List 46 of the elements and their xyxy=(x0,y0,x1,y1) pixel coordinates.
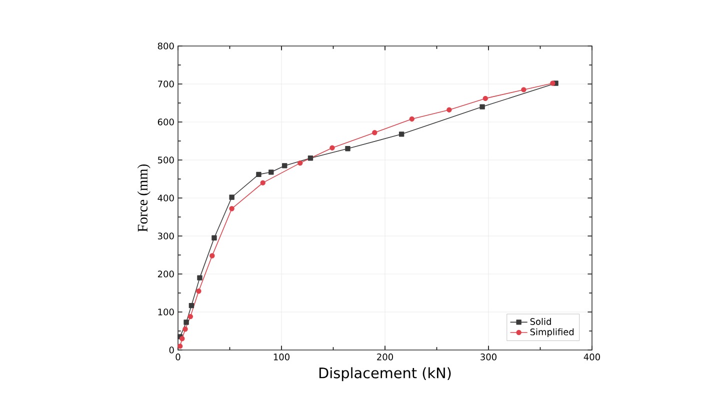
point xyxy=(268,170,274,175)
point xyxy=(345,146,350,152)
point xyxy=(372,130,378,136)
y-tick-label: 200 xyxy=(158,270,174,278)
x-tick-label: 100 xyxy=(274,354,290,360)
point xyxy=(409,116,415,122)
point xyxy=(282,163,288,168)
y-tick-label: 500 xyxy=(158,156,174,164)
y-tick-label: 300 xyxy=(158,232,174,240)
point xyxy=(177,344,183,349)
point xyxy=(480,104,485,110)
x-axis-title: Displacement (kN) xyxy=(319,367,451,382)
point xyxy=(210,253,215,258)
y-tick-label: 400 xyxy=(158,194,174,202)
point xyxy=(212,235,217,241)
point xyxy=(196,288,202,294)
point xyxy=(197,275,202,280)
y-tick-label: 100 xyxy=(158,308,174,316)
legend-label: Simplified xyxy=(530,328,574,338)
x-tick-label: 200 xyxy=(377,354,393,360)
x-tick-label: 0 xyxy=(176,354,180,360)
point xyxy=(521,87,526,92)
point xyxy=(260,180,266,186)
point xyxy=(308,156,314,161)
point xyxy=(184,320,189,325)
y-tick-label: 0 xyxy=(169,346,174,354)
y-tick-label: 800 xyxy=(158,42,174,50)
point xyxy=(550,80,556,86)
point xyxy=(229,194,234,200)
y-tick-label: 600 xyxy=(158,118,174,126)
y-axis-title: Force (mm) xyxy=(137,164,150,232)
point xyxy=(182,326,188,332)
y-tick-label: 700 xyxy=(158,80,174,88)
legend-label: Solid xyxy=(530,318,551,325)
point xyxy=(180,336,185,342)
x-tick-label: 400 xyxy=(584,354,600,360)
point xyxy=(446,107,452,112)
point xyxy=(398,132,404,137)
point xyxy=(298,160,303,166)
point xyxy=(330,145,335,150)
point xyxy=(188,314,194,320)
point xyxy=(256,172,262,178)
point xyxy=(229,206,234,212)
point xyxy=(188,302,194,308)
x-tick-label: 300 xyxy=(480,354,496,360)
point xyxy=(482,96,488,102)
